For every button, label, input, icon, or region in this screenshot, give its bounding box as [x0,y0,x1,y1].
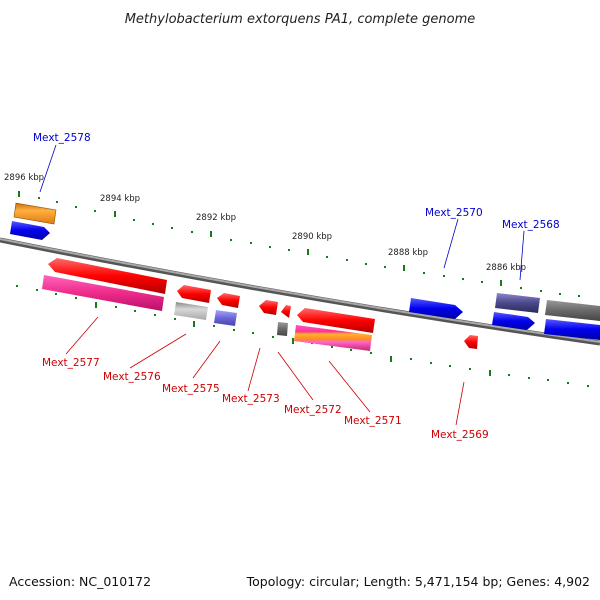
forward-genes [10,202,600,340]
accession-text: Accession: NC_010172 [9,574,151,589]
kbp-label: 2896 kbp [4,173,44,183]
gene-label-mext-2573: Mext_2573 [222,393,280,405]
gene-mext-2571 [297,308,375,333]
gene-label-mext-2572: Mext_2572 [284,404,342,416]
gene-mext-2571-stripe [294,325,372,351]
kbp-label: 2886 kbp [486,263,526,273]
gene-red-5 [281,305,291,318]
genome-backbone-highlight [0,238,600,343]
gene-mext-2577 [48,258,167,294]
reverse-genes [42,258,478,351]
kbp-label: 2892 kbp [196,213,236,223]
upper-tick-track [18,191,580,297]
genome-summary-text: Topology: circular; Length: 5,471,154 bp… [246,574,590,589]
gene-label-mext-2576: Mext_2576 [103,371,161,383]
gene-blue-2 [492,312,535,330]
reverse-gene-labels: Mext_2577 Mext_2576 Mext_2575 Mext_2573 … [42,316,489,441]
gene-red-3 [217,293,240,308]
gene-mext-2572 [277,322,288,336]
gene-label-mext-2568: Mext_2568 [502,219,560,231]
gene-mext-2577-pink [42,275,164,311]
gene-label-mext-2569: Mext_2569 [431,429,489,441]
kbp-label: 2890 kbp [292,232,332,242]
lower-tick-track [16,285,589,387]
gene-mext-2573 [259,300,278,315]
gene-label-mext-2571: Mext_2571 [344,415,402,427]
gene-label-mext-2577: Mext_2577 [42,357,100,369]
gene-mext-2578-orange [13,202,57,225]
gene-label-mext-2575: Mext_2575 [162,383,220,395]
gene-mext-2568 [495,293,540,313]
forward-gene-labels: Mext_2578 Mext_2570 Mext_2568 [33,132,560,281]
gene-mext-2567 [545,300,600,321]
gene-mext-2570 [409,298,463,319]
gene-label-mext-2578: Mext_2578 [33,132,91,144]
gene-red-2 [177,285,211,303]
genome-title: Methylobacterium extorquens PA1, complet… [125,12,476,27]
gene-label-mext-2570: Mext_2570 [425,207,483,219]
gene-blue-3 [544,319,600,340]
gene-mext-2578 [10,221,50,240]
gene-mext-2575 [214,310,237,326]
gene-mext-2569 [464,335,478,349]
gene-mext-2576 [174,302,208,320]
kbp-label: 2888 kbp [388,248,428,258]
kbp-label: 2894 kbp [100,194,140,204]
